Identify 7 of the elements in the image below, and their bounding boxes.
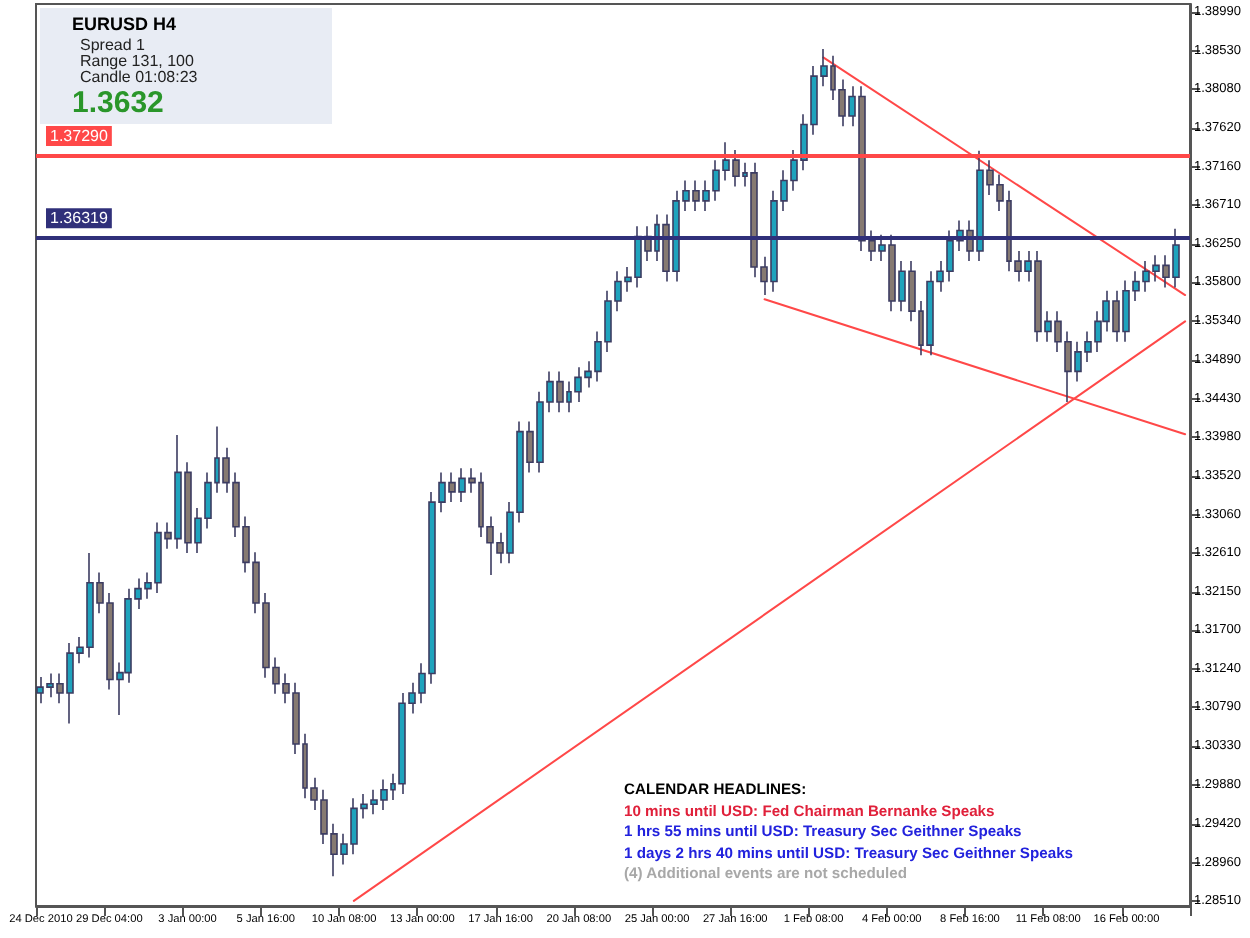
annotation: Candle 01:08:23 bbox=[80, 68, 198, 86]
ref-line-label: 1.36319 bbox=[50, 209, 109, 228]
annotation: 1.3632 bbox=[72, 86, 164, 120]
annotation: Range 131, 100 bbox=[80, 52, 194, 70]
chart-title: EURUSD H4 bbox=[72, 14, 177, 34]
annotation: Spread 1 bbox=[80, 36, 145, 54]
ref-line-label: 1.37290 bbox=[50, 126, 109, 145]
